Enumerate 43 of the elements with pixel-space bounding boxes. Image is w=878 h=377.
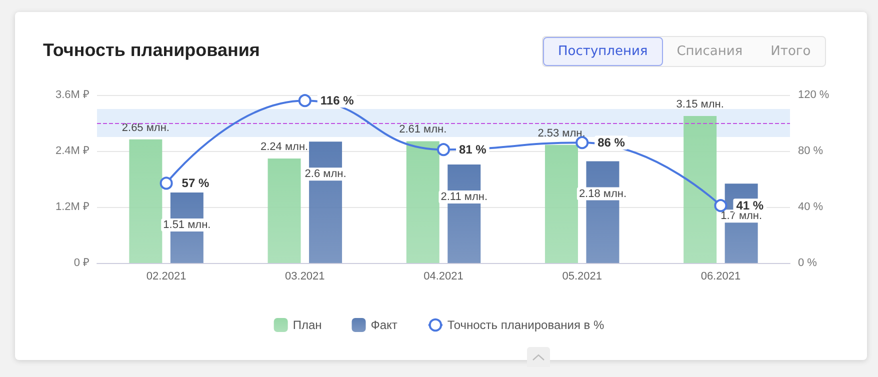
data-label: 2.53 млн.: [538, 127, 586, 140]
data-label: 2.24 млн.: [260, 140, 308, 153]
point: [576, 136, 589, 150]
y-tick-label: 0 ₽: [74, 257, 89, 269]
x-tick-label: 04.2021: [424, 270, 464, 282]
x-tick-label: 05.2021: [562, 270, 602, 282]
bar: [684, 116, 717, 263]
point: [298, 94, 312, 108]
point: [160, 176, 173, 190]
y2-tick-label: 0 %: [798, 257, 818, 269]
x-tick-label: 02.2021: [146, 270, 186, 282]
data-label: 116 %: [320, 94, 354, 108]
text: Итого: [770, 43, 812, 61]
y2-tick-label: 40 %: [798, 201, 824, 213]
point: [714, 199, 728, 212]
text: Списания: [676, 43, 744, 61]
y-tick-label: 3.6M ₽: [55, 89, 89, 101]
data-label: 41 %: [736, 198, 764, 213]
data-label: 81 %: [459, 142, 487, 157]
bar: [268, 158, 301, 263]
y-tick-label: 2.4M ₽: [55, 145, 89, 157]
legend-label: Факт: [370, 318, 398, 332]
legend-label: План: [292, 318, 322, 332]
y-tick-label: 1.2M ₽: [55, 201, 89, 213]
chart-title: Точность планирования: [43, 40, 260, 60]
bar: [544, 144, 578, 263]
bar: [406, 141, 440, 263]
text: Поступления: [543, 37, 663, 66]
y2-tick-label: 80 %: [798, 145, 824, 157]
data-label: 1.51 млн.: [163, 219, 211, 232]
data-label: 2.11 млн.: [440, 191, 488, 204]
data-label: 3.15 млн.: [676, 98, 724, 110]
data-label: 86 %: [598, 136, 626, 150]
x-tick-label: 03.2021: [285, 270, 325, 282]
legend-label: Точность планирования в %: [447, 318, 605, 332]
data-label: 2.18 млн.: [578, 188, 627, 200]
bar: [129, 139, 162, 263]
x-tick-label: 06.2021: [700, 270, 741, 282]
point: [437, 143, 450, 156]
data-label: 2.6 млн.: [304, 168, 346, 180]
y2-tick-label: 120 %: [798, 89, 830, 101]
data-label: 57 %: [182, 176, 210, 190]
data-label: 2.61 млн.: [399, 124, 447, 136]
